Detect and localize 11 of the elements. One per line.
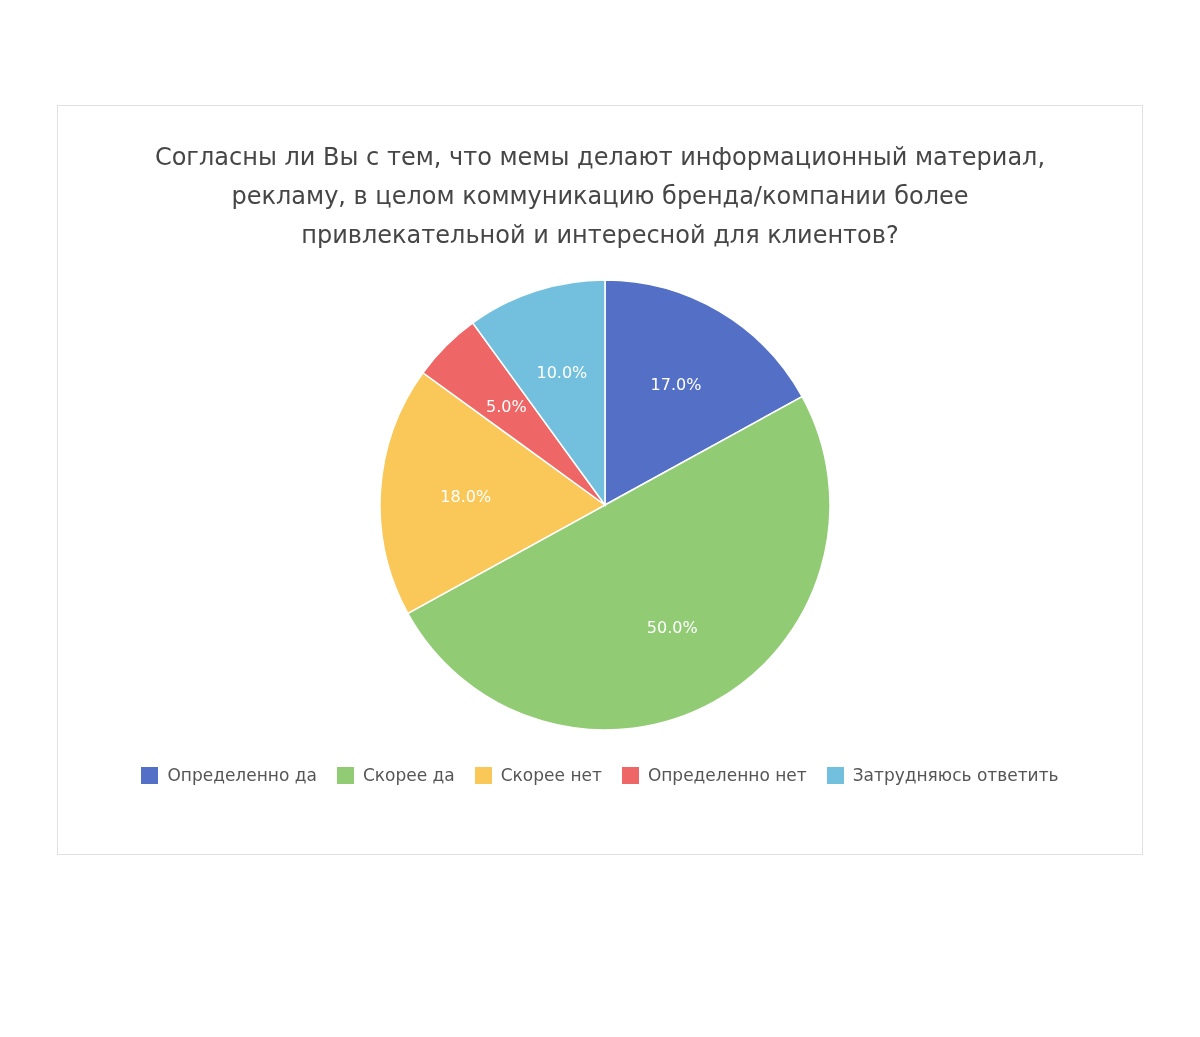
data-label: 50.0% bbox=[646, 617, 698, 637]
legend-label: Скорее нет bbox=[500, 765, 602, 785]
legend-label: Скорее да bbox=[362, 765, 455, 785]
chart-title: Согласны ли Вы с тем, что мемы делают информационный материал, рекламу, в целом коммуникацию бренда/компании более привлекательной и интересной для клиентов? bbox=[153, 142, 1047, 251]
data-label: 18.0% bbox=[440, 486, 492, 506]
data-label: 10.0% bbox=[536, 362, 588, 382]
data-label: 5.0% bbox=[486, 396, 527, 416]
legend-label: Определенно да bbox=[167, 765, 317, 785]
data-label: 17.0% bbox=[650, 375, 702, 395]
legend-label: Определенно нет bbox=[647, 765, 807, 785]
legend-label: Затрудняюсь ответить bbox=[852, 765, 1059, 785]
